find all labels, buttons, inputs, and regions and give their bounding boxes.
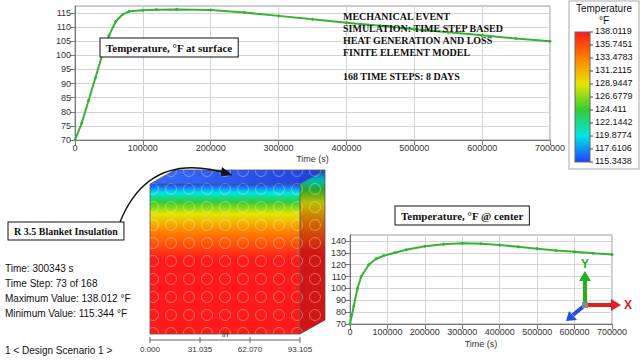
svg-text:90: 90 (61, 79, 71, 89)
svg-text:100: 100 (56, 50, 71, 60)
svg-text:100000: 100000 (128, 143, 158, 153)
svg-text:62.070: 62.070 (238, 345, 263, 354)
svg-text:0.000: 0.000 (140, 345, 161, 354)
svg-text:°F: °F (599, 15, 609, 26)
svg-text:80: 80 (61, 107, 71, 117)
svg-text:75: 75 (61, 121, 71, 131)
svg-text:in: in (222, 330, 228, 339)
svg-text:600000: 600000 (560, 327, 590, 337)
svg-text:110: 110 (57, 22, 71, 32)
svg-text:122.1442: 122.1442 (595, 117, 633, 127)
svg-text:X: X (624, 298, 632, 312)
svg-text:70: 70 (336, 319, 346, 329)
svg-text:131.2115: 131.2115 (595, 65, 632, 75)
svg-text:31.035: 31.035 (188, 345, 213, 354)
svg-text:600000: 600000 (467, 143, 497, 153)
svg-text:500000: 500000 (399, 143, 429, 153)
svg-text:0: 0 (347, 327, 352, 337)
svg-text:400000: 400000 (485, 327, 515, 337)
svg-text:Temperature, °F at surface: Temperature, °F at surface (106, 42, 232, 54)
svg-text:119.8774: 119.8774 (595, 130, 632, 140)
svg-text:Time Step: 73 of 168: Time Step: 73 of 168 (5, 278, 98, 289)
svg-text:1 < Design Scenario 1 >: 1 < Design Scenario 1 > (5, 345, 112, 356)
svg-text:FINITE ELEMENT MODEL: FINITE ELEMENT MODEL (343, 47, 470, 58)
svg-text:700000: 700000 (597, 327, 627, 337)
svg-text:140: 140 (331, 236, 346, 246)
svg-text:Minimum Value: 115.344 °F: Minimum Value: 115.344 °F (5, 308, 127, 319)
svg-text:500000: 500000 (522, 327, 552, 337)
svg-text:130: 130 (331, 248, 346, 258)
svg-text:200000: 200000 (196, 143, 226, 153)
svg-text:80: 80 (336, 307, 346, 317)
svg-text:100: 100 (331, 283, 346, 293)
svg-text:126.6779: 126.6779 (595, 91, 633, 101)
svg-text:HEAT GENERATION AND LOSS: HEAT GENERATION AND LOSS (343, 35, 493, 46)
svg-text:124.411: 124.411 (595, 104, 627, 114)
svg-text:168 TIME STEPS: 8 DAYS: 168 TIME STEPS: 8 DAYS (343, 71, 460, 82)
svg-text:117.6106: 117.6106 (595, 143, 632, 153)
svg-text:115.3438: 115.3438 (595, 156, 632, 166)
svg-text:90: 90 (336, 295, 346, 305)
svg-text:Time (s): Time (s) (465, 339, 498, 349)
svg-text:95: 95 (61, 64, 71, 74)
svg-text:85: 85 (61, 93, 71, 103)
svg-text:MECHANICAL EVENT: MECHANICAL EVENT (343, 11, 450, 22)
svg-text:SIMULATION: TIME STEP BASED: SIMULATION: TIME STEP BASED (343, 23, 503, 34)
svg-text:Time: 300343 s: Time: 300343 s (5, 263, 74, 274)
svg-text:133.4783: 133.4783 (595, 52, 633, 62)
svg-text:105: 105 (56, 36, 71, 46)
svg-text:400000: 400000 (331, 143, 361, 153)
svg-text:100000: 100000 (372, 327, 402, 337)
svg-text:Temperature, °F @ center: Temperature, °F @ center (401, 210, 523, 222)
svg-text:135.7451: 135.7451 (595, 39, 633, 49)
svg-text:300000: 300000 (447, 327, 477, 337)
svg-text:110: 110 (332, 272, 346, 282)
svg-text:120: 120 (331, 260, 346, 270)
svg-text:Y: Y (581, 257, 589, 271)
svg-text:R 3.5 Blanket Insulation: R 3.5 Blanket Insulation (14, 226, 118, 237)
svg-text:700000: 700000 (535, 143, 565, 153)
svg-text:Maximum Value: 138.012 °F: Maximum Value: 138.012 °F (5, 293, 131, 304)
svg-text:70: 70 (61, 135, 71, 145)
svg-text:128.9447: 128.9447 (595, 78, 633, 88)
svg-text:0: 0 (72, 143, 77, 153)
svg-text:115: 115 (57, 8, 71, 18)
svg-text:93.105: 93.105 (288, 345, 313, 354)
svg-text:138.0119: 138.0119 (595, 26, 632, 36)
svg-text:200000: 200000 (410, 327, 440, 337)
svg-text:Time (s): Time (s) (296, 154, 329, 164)
svg-text:300000: 300000 (264, 143, 294, 153)
svg-text:Temperature: Temperature (576, 3, 633, 14)
